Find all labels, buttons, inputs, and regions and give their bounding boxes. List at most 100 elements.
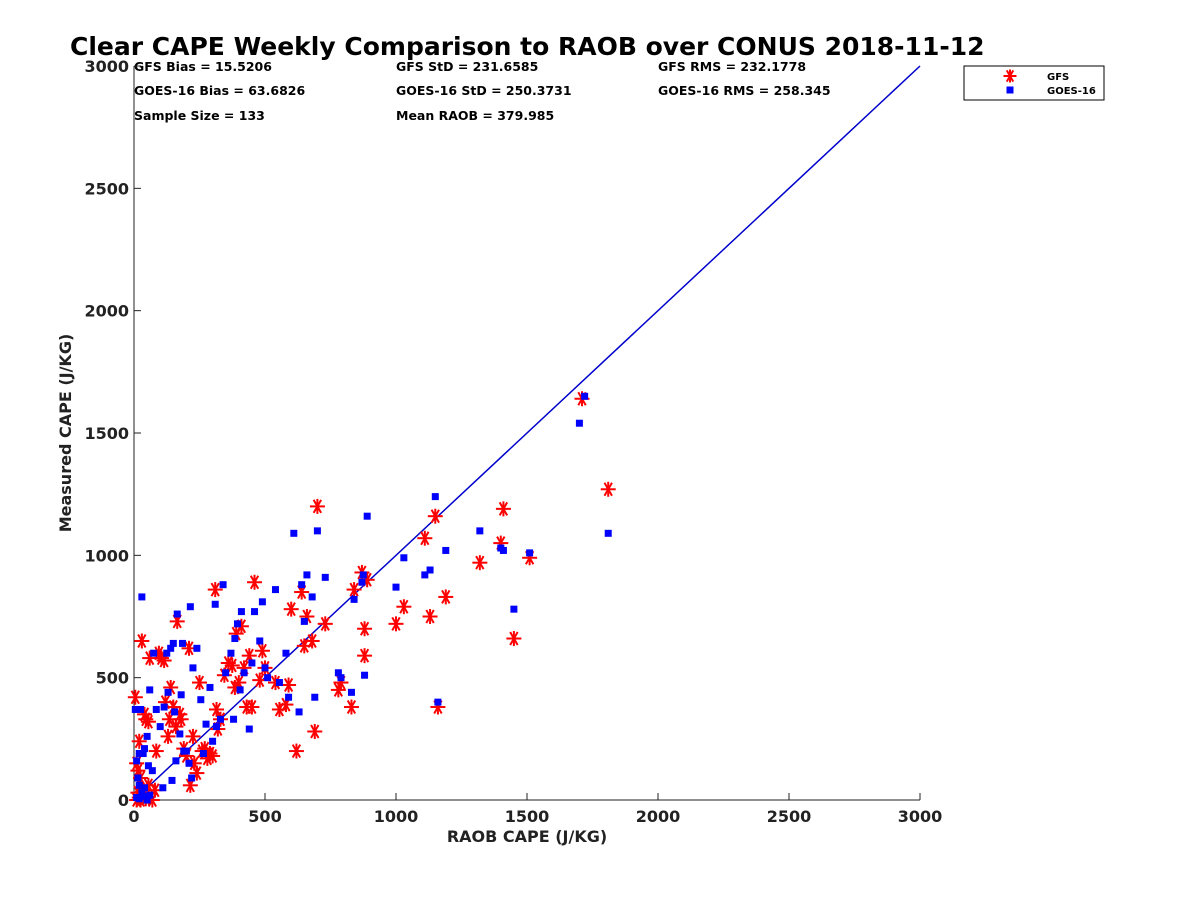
legend: GFS GOES-16 [963, 65, 1105, 101]
goes16-point [193, 644, 201, 652]
stat-text: GOES-16 StD = 250.3731 [396, 83, 572, 98]
y-axis-label: Measured CAPE (J/KG) [56, 334, 75, 533]
goes16-point [152, 705, 160, 713]
goes16-point [240, 669, 248, 677]
goes16-point [231, 635, 239, 643]
goes16-point [172, 757, 180, 765]
legend-label: GOES-16 [1047, 86, 1096, 97]
gfs-point [148, 743, 164, 759]
goes16-point [213, 723, 221, 731]
goes16-point [230, 715, 238, 723]
x-tick-label: 2500 [767, 807, 812, 826]
goes16-point [171, 708, 179, 716]
goes16-point [282, 649, 290, 657]
gfs-point [131, 733, 147, 749]
goes16-point [426, 566, 434, 574]
gfs-point [160, 728, 176, 744]
gfs-point [309, 498, 325, 514]
chart-title: Clear CAPE Weekly Comparison to RAOB ove… [70, 32, 985, 61]
goes16-point [178, 639, 186, 647]
y-tick-label: 2000 [84, 302, 129, 321]
y-tick-label: 0 [118, 791, 129, 810]
goes16-point [150, 649, 158, 657]
goes16-point [303, 571, 311, 579]
goes16-point [361, 671, 369, 679]
gfs-point [192, 675, 207, 691]
goes16-point [251, 608, 259, 616]
goes16-point [216, 715, 224, 723]
goes16-point [358, 578, 366, 586]
goes16-point [144, 762, 152, 770]
goes16-point [167, 644, 175, 652]
gfs-point [422, 609, 438, 624]
gfs-point [247, 574, 263, 590]
gfs-point [209, 701, 225, 717]
gfs-point [472, 555, 488, 571]
goes16-point [135, 795, 143, 803]
gfs-point [288, 743, 304, 759]
x-tick-label: 1000 [374, 807, 419, 826]
goes16-point [186, 603, 194, 611]
goes16-point [197, 696, 205, 704]
goes16-point [275, 679, 283, 687]
goes16-point [139, 792, 147, 800]
goes16-point [526, 549, 534, 557]
goes16-point [499, 546, 507, 554]
goes16-point [264, 674, 272, 682]
goes16-point [347, 688, 355, 696]
goes16-point [227, 649, 235, 657]
y-tick-label: 3000 [84, 57, 129, 76]
goes16-point [285, 693, 293, 701]
goes16-point [258, 598, 266, 606]
gfs-point [330, 682, 346, 698]
goes16-point [209, 737, 217, 745]
goes16-point [148, 767, 156, 775]
gfs-point [207, 582, 223, 598]
goes16-point [363, 512, 371, 520]
axis-ticks: 0 500 1000 1500 2000 2500 3000 0 500 1000 1500 2000… [84, 57, 942, 826]
goes16-point [222, 669, 230, 677]
y-tick-label: 1000 [84, 546, 129, 565]
goes16-point [431, 493, 439, 501]
goes16-point [233, 620, 241, 628]
goes16-point [169, 639, 177, 647]
goes16-point [334, 669, 342, 677]
x-tick-label: 3000 [898, 807, 943, 826]
goes16-point [256, 637, 264, 645]
goes16-point [206, 683, 214, 691]
goes16-point [135, 781, 143, 789]
gfs-point [417, 530, 433, 546]
goes16-point [248, 659, 256, 667]
legend-label: GFS [1047, 72, 1069, 83]
x-tick-label: 2000 [636, 807, 681, 826]
goes16-point [159, 784, 167, 792]
goes16-point [236, 686, 244, 694]
goes16-point [168, 776, 176, 784]
goes16-point [188, 774, 196, 782]
goes16-point [199, 750, 207, 758]
goes16-point [442, 546, 450, 554]
goes16-point [476, 527, 484, 535]
goes16-point [337, 674, 345, 682]
goes16-point [290, 529, 298, 537]
legend-goes16-marker [1006, 86, 1014, 94]
goes16-point [295, 708, 303, 716]
goes16-point [143, 796, 151, 804]
goes16-point [185, 759, 193, 767]
gfs-point [185, 728, 201, 744]
stat-text: GOES-16 Bias = 63.6826 [134, 83, 305, 98]
gfs-point [244, 699, 260, 715]
goes16-point [139, 750, 147, 758]
goes16-point [140, 784, 148, 792]
x-tick-label: 0 [128, 807, 139, 826]
y-tick-label: 1500 [84, 424, 129, 443]
stat-text: GFS Bias = 15.5206 [134, 59, 272, 74]
data-points [127, 391, 616, 808]
goes16-point [510, 605, 518, 613]
goes16-point [176, 730, 184, 738]
goes16-point [189, 664, 197, 672]
statistics-panel: GFS Bias = 15.5206 GFS StD = 231.6585 GFS … [134, 59, 831, 123]
gfs-point [254, 643, 270, 659]
goes16-point [421, 571, 429, 579]
